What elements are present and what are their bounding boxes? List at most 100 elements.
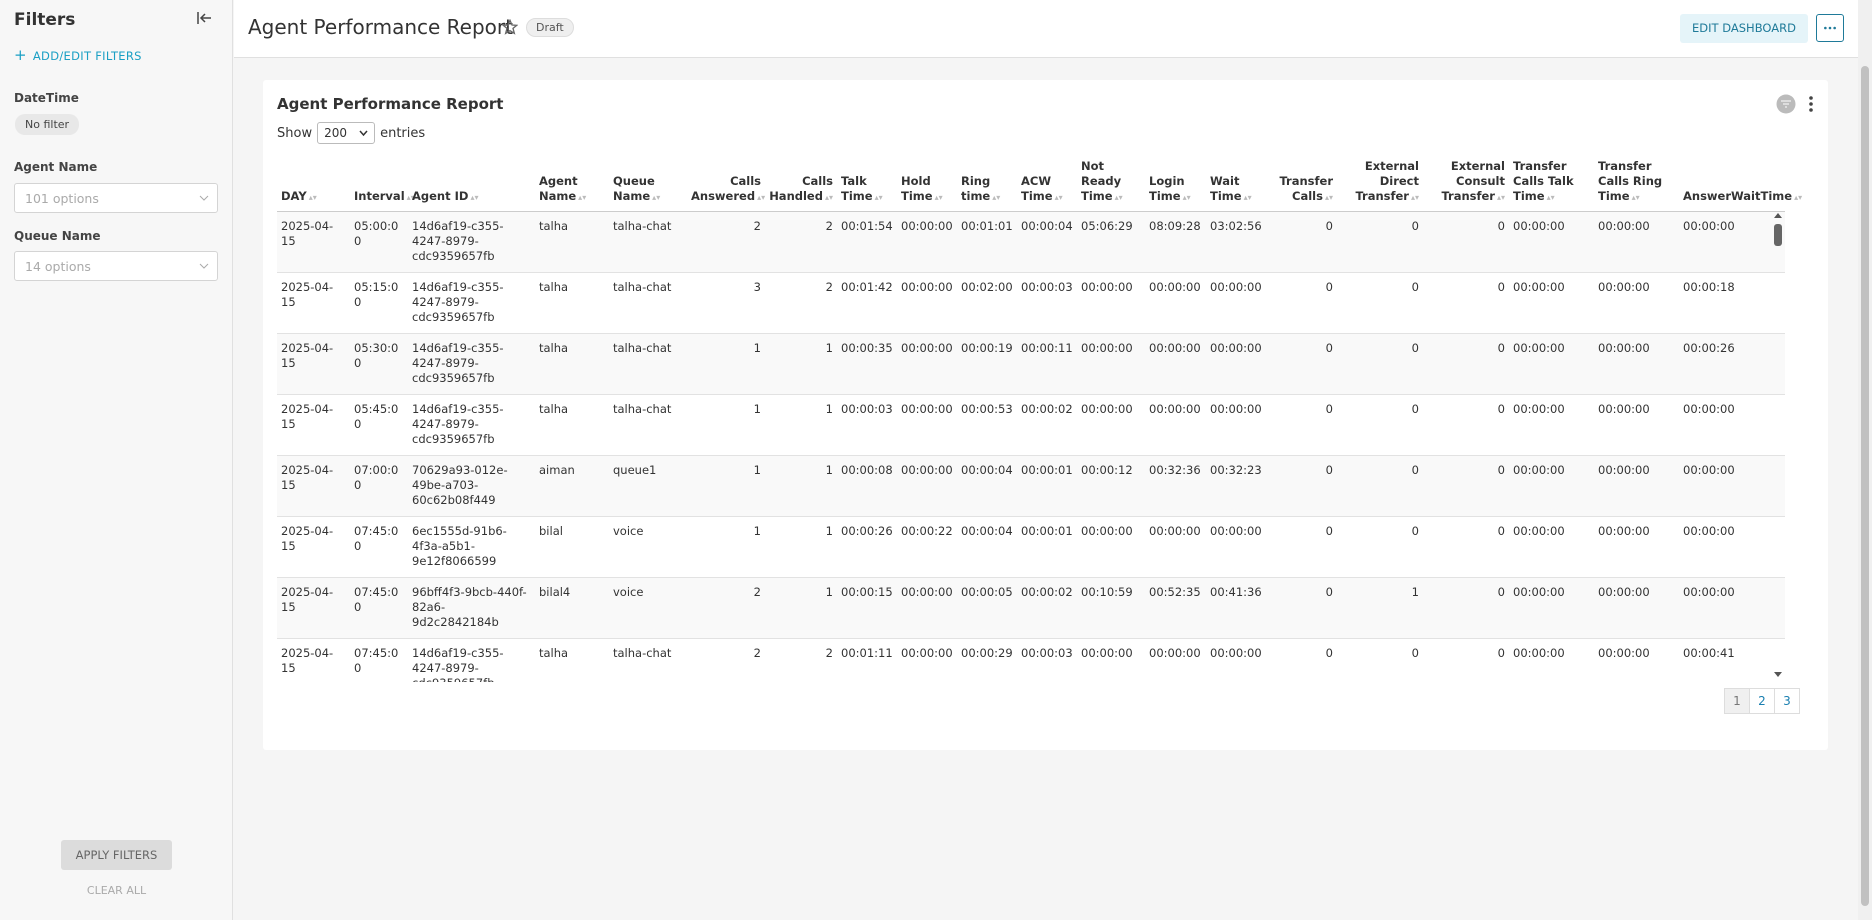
column-header[interactable]: Transfer Calls Talk Time ▴▾ xyxy=(1509,155,1594,212)
column-title: Calls Handled xyxy=(769,174,833,203)
add-filters-button[interactable]: + ADD/EDIT FILTERS xyxy=(14,46,142,64)
column-title: Agent ID xyxy=(412,189,469,203)
column-header[interactable]: Queue Name ▴▾ xyxy=(609,155,687,212)
queue-select[interactable]: 14 options xyxy=(14,251,218,281)
apply-filters-button[interactable]: APPLY FILTERS xyxy=(61,840,172,870)
column-header[interactable]: Ring time ▴▾ xyxy=(957,155,1017,212)
page-scrollbar[interactable] xyxy=(1858,0,1872,920)
table-cell: 0 xyxy=(1270,394,1337,456)
column-header[interactable]: DAY ▴▾ xyxy=(277,155,350,212)
table-cell: 0 xyxy=(1337,333,1423,395)
sort-icon: ▴▾ xyxy=(1496,193,1505,202)
card-menu[interactable] xyxy=(1808,95,1814,113)
table-cell: 00:00:00 xyxy=(1594,272,1679,334)
table-cell: 00:00:00 xyxy=(897,638,957,682)
table-cell: 14d6af19-c355-4247-8979-cdc9359657fb xyxy=(408,333,535,395)
page-button[interactable]: 3 xyxy=(1774,688,1800,714)
sort-icon: ▴▾ xyxy=(470,193,479,202)
edit-dashboard-button[interactable]: EDIT DASHBOARD xyxy=(1680,14,1808,43)
table-cell: 00:00:00 xyxy=(1206,272,1270,334)
table-cell: 0 xyxy=(1337,455,1423,517)
page-size-select[interactable]: 200 xyxy=(317,122,376,144)
table-cell: 2025-04-15 xyxy=(277,272,350,334)
filter-sidebar: Filters + ADD/EDIT FILTERS DateTime No fi… xyxy=(0,0,233,920)
table-cell: 00:00:00 xyxy=(1509,272,1594,334)
clear-all-button[interactable]: CLEAR ALL xyxy=(86,884,147,897)
column-header[interactable]: Calls Answered ▴▾ xyxy=(687,155,765,212)
column-header[interactable]: Agent Name ▴▾ xyxy=(535,155,609,212)
table-cell: 0 xyxy=(1270,212,1337,273)
table-cell: 2025-04-15 xyxy=(277,394,350,456)
column-header[interactable]: Talk Time ▴▾ xyxy=(837,155,897,212)
column-title: Hold Time xyxy=(901,174,933,203)
table-cell: 00:00:01 xyxy=(1017,516,1077,578)
table-cell: 00:01:42 xyxy=(837,272,897,334)
table-cell: 00:00:53 xyxy=(957,394,1017,456)
page-button[interactable]: 1 xyxy=(1724,688,1750,714)
page-size: 200 xyxy=(324,126,347,140)
table-row: 2025-04-15 05:00:00 14d6af19-c355-4247-897… xyxy=(277,212,1785,273)
sort-icon: ▴▾ xyxy=(1054,193,1063,202)
table-cell: voice xyxy=(609,577,687,639)
column-header[interactable]: ACW Time ▴▾ xyxy=(1017,155,1077,212)
column-header[interactable]: Hold Time ▴▾ xyxy=(897,155,957,212)
table-cell: 00:00:00 xyxy=(1594,333,1679,395)
more-button[interactable] xyxy=(1816,14,1844,42)
column-header[interactable]: Transfer Calls ▴▾ xyxy=(1270,155,1337,212)
table-cell: 08:09:28 xyxy=(1145,212,1206,273)
table-cell: 00:00:03 xyxy=(1017,272,1077,334)
sort-icon: ▴▾ xyxy=(652,193,661,202)
table-scrollbar[interactable] xyxy=(1772,210,1784,680)
add-filters-label: ADD/EDIT FILTERS xyxy=(32,49,142,63)
table-row: 2025-04-15 05:45:00 14d6af19-c355-4247-897… xyxy=(277,394,1785,456)
table-cell: 00:00:00 xyxy=(1145,516,1206,578)
table-cell: 0 xyxy=(1423,516,1509,578)
sort-icon: ▴▾ xyxy=(824,193,833,202)
table-cell: 00:00:00 xyxy=(1077,638,1145,682)
sort-icon: ▴▾ xyxy=(1182,193,1191,202)
table-cell: 00:00:00 xyxy=(1594,212,1679,273)
table-cell: 1 xyxy=(765,577,837,639)
column-header[interactable]: Transfer Calls Ring Time ▴▾ xyxy=(1594,155,1679,212)
column-header[interactable]: External Consult Transfer ▴▾ xyxy=(1423,155,1509,212)
column-header[interactable]: Calls Handled ▴▾ xyxy=(765,155,837,212)
column-title: Calls Answered xyxy=(691,174,761,203)
table-cell: 00:00:00 xyxy=(897,272,957,334)
table-cell: 0 xyxy=(1423,333,1509,395)
filter-indicator[interactable] xyxy=(1776,94,1796,114)
column-title: Not Ready Time xyxy=(1081,159,1122,203)
table-cell: 00:00:00 xyxy=(1594,394,1679,456)
page-button[interactable]: 2 xyxy=(1749,688,1775,714)
column-header[interactable]: Agent ID ▴▾ xyxy=(408,155,535,212)
table-cell: bilal4 xyxy=(535,577,609,639)
column-header[interactable]: External Direct Transfer ▴▾ xyxy=(1337,155,1423,212)
table-cell: 0 xyxy=(1423,394,1509,456)
filter-pill[interactable]: No filter xyxy=(15,114,80,135)
filter-label: DateTime xyxy=(14,91,79,105)
table-cell: 00:00:00 xyxy=(1509,638,1594,682)
column-header[interactable]: Interval ▴▾ xyxy=(350,155,415,212)
sort-icon: ▴▾ xyxy=(406,193,415,202)
table-cell: 00:00:00 xyxy=(1594,516,1679,578)
column-header[interactable]: Wait Time ▴▾ xyxy=(1206,155,1270,212)
table-cell: 2025-04-15 xyxy=(277,455,350,517)
collapse-icon[interactable] xyxy=(196,10,212,26)
table-cell: 00:00:00 xyxy=(897,212,957,273)
table-cell: 00:00:00 xyxy=(897,455,957,517)
agent-select[interactable]: 101 options xyxy=(14,183,218,213)
table-cell: 00:00:00 xyxy=(1679,577,1785,639)
table-cell: talha-chat xyxy=(609,394,687,456)
table-cell: 00:00:00 xyxy=(1145,333,1206,395)
column-title: External Consult Transfer xyxy=(1441,159,1505,203)
table-cell: 14d6af19-c355-4247-8979-cdc9359657fb xyxy=(408,638,535,682)
table-cell: 1 xyxy=(765,516,837,578)
table-cell: 07:45:00 xyxy=(350,638,408,682)
column-header[interactable]: Login Time ▴▾ xyxy=(1145,155,1206,212)
column-header[interactable]: AnswerWaitTime ▴▾ xyxy=(1679,155,1802,212)
table-cell: talha xyxy=(535,212,609,273)
favorite-star[interactable] xyxy=(502,19,518,35)
table-cell: 00:00:11 xyxy=(1017,333,1077,395)
column-header[interactable]: Not Ready Time ▴▾ xyxy=(1077,155,1145,212)
column-title: Transfer Calls Talk Time xyxy=(1513,159,1574,203)
table-cell: 00:00:22 xyxy=(897,516,957,578)
